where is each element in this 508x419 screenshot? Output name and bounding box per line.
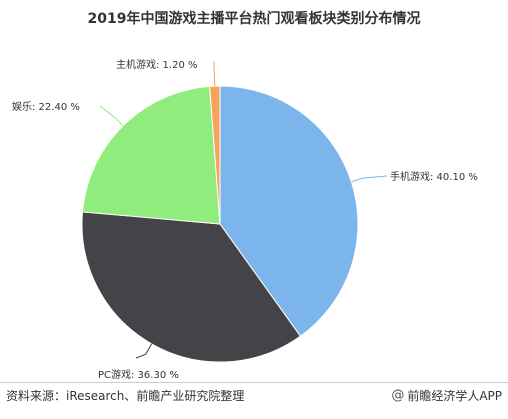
pie-chart: 手机游戏: 40.10 % PC游戏: 36.30 % 娱乐: 22.40 % 主机游… (12, 58, 478, 380)
brand-name: 前瞻经济学人APP (407, 389, 502, 403)
pie-slice (81, 85, 221, 225)
pie-slice (81, 211, 302, 363)
leader-line (135, 343, 153, 359)
source-note: 资料来源：iResearch、前瞻产业研究院整理 (6, 389, 245, 403)
slice-label: PC游戏: 36.30 % (98, 368, 179, 380)
slice-label: 主机游戏: 1.20 % (116, 58, 198, 71)
leader-line (99, 105, 124, 127)
slice-label: 手机游戏: 40.10 % (390, 170, 478, 183)
pie-slice (219, 85, 359, 337)
at-icon: @ (391, 388, 405, 403)
leader-line (351, 175, 388, 183)
chart-title: 2019年中国游戏主播平台热门观看板块类别分布情况 (87, 11, 421, 27)
leader-line (213, 60, 216, 87)
slice-label: 娱乐: 22.40 % (12, 100, 80, 113)
footer-divider (0, 382, 508, 383)
brand-mark: @ 前瞻经济学人APP (391, 387, 502, 404)
